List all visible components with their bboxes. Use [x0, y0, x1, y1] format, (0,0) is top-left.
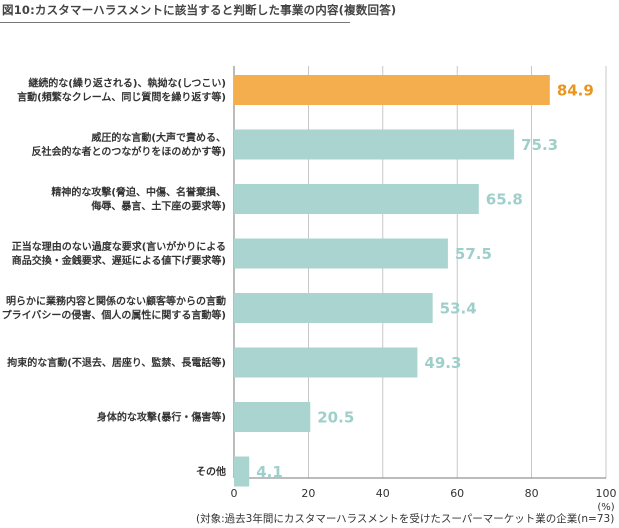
data-label: 57.5: [455, 245, 492, 263]
bar: [234, 456, 250, 487]
bar: [234, 293, 433, 323]
x-tick-label: 80: [525, 487, 539, 500]
bar: [234, 238, 448, 269]
x-unit-label: (%): [597, 502, 614, 513]
category-label: 反社会的な者とのつながりをほのめかす等): [32, 145, 226, 158]
figure-title: 図10:カスタマーハラスメントに該当すると判断した事業の内容(複数回答): [2, 3, 397, 17]
category-label: (セクハラ、プライバシーの侵害、個人の属性に関する言動等): [0, 309, 226, 322]
category-label: 継続的な(繰り返される)、執拗な(しつこい): [28, 77, 226, 90]
data-label: 4.1: [256, 463, 283, 481]
data-label: 53.4: [440, 300, 477, 318]
x-tick-label: 60: [450, 487, 464, 500]
x-tick-label: 40: [376, 487, 390, 500]
category-label: 威圧的な言動(大声で責める、: [91, 131, 226, 144]
x-axis-ticks: 0 20 40 60 80 100 (%): [231, 487, 617, 513]
title-underline: [0, 22, 350, 23]
category-label: その他: [196, 465, 226, 478]
category-label: 侮辱、暴言、土下座の要求等): [91, 200, 226, 213]
category-label: 精神的な攻撃(脅迫、中傷、名誉棄損、: [51, 186, 226, 199]
bar: [234, 347, 418, 378]
data-label: 65.8: [486, 191, 523, 209]
bar: [234, 402, 311, 432]
category-label: 商品交換・金銭要求、遅延による値下げ要求等): [12, 254, 226, 267]
x-tick-label: 0: [231, 487, 238, 500]
data-label: 49.3: [424, 354, 461, 372]
x-tick-label: 100: [596, 487, 617, 500]
category-label: 言動(頻繁なクレーム、同じ質問を繰り返す等): [17, 91, 226, 104]
data-label: 75.3: [521, 136, 558, 154]
x-tick-label: 20: [301, 487, 315, 500]
category-label: 明らかに業務内容と関係のない顧客等からの言動: [6, 295, 226, 308]
bars: [234, 75, 550, 487]
value-labels: 84.9 75.3 65.8 57.5 53.4 49.3 20.5 4.1: [256, 82, 594, 482]
category-label: 身体的な攻撃(暴行・傷害等): [97, 411, 226, 424]
data-label: 84.9: [557, 82, 594, 100]
bar: [234, 75, 550, 105]
category-label: 正当な理由のない過度な要求(言いがかりによる: [12, 240, 226, 253]
category-labels: 継続的な(繰り返される)、執拗な(しつこい)言動(頻繁なクレーム、同じ質問を繰り…: [0, 77, 226, 479]
data-label: 20.5: [317, 409, 354, 427]
footnote: (対象:過去3年間にカスタマーハラスメントを受けたスーパーマーケット業の企業(n…: [196, 513, 615, 525]
category-label: 拘束的な言動(不退去、居座り、監禁、長電話等): [7, 356, 226, 369]
bar: [234, 129, 515, 160]
bar: [234, 184, 479, 214]
